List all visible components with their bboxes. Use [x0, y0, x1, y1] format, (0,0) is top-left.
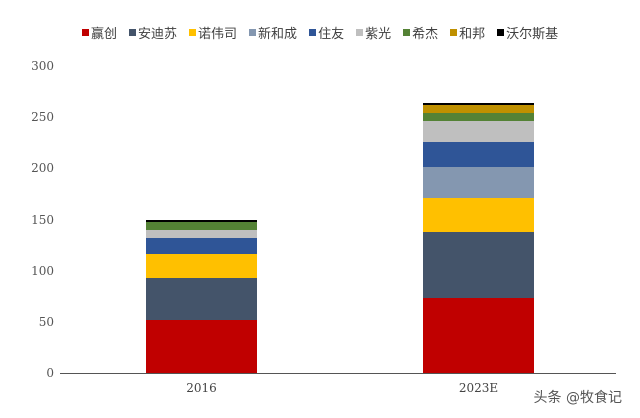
bar-2016 [146, 219, 257, 373]
legend-label: 希杰 [412, 26, 439, 42]
legend: 赢创 安迪苏 诺伟司 新和成 住友 紫光 希杰 和邦 沃尔斯基 [82, 23, 570, 42]
legend-item: 新和成 [249, 23, 297, 42]
legend-item: 住友 [309, 23, 344, 42]
bar-segment [423, 102, 534, 105]
y-tick-label: 250 [31, 110, 54, 125]
bar-segment [146, 237, 257, 255]
y-tick-label: 50 [38, 314, 54, 329]
legend-swatch-icon [356, 28, 364, 36]
y-tick-mark [60, 373, 64, 374]
legend-swatch-icon [403, 28, 411, 36]
x-label-2023e: 2023E [458, 381, 499, 395]
bar-2023e [423, 102, 534, 373]
legend-label: 诺伟司 [198, 26, 238, 42]
legend-item: 赢创 [82, 23, 117, 42]
bar-segment [423, 104, 534, 114]
legend-swatch-icon [309, 28, 317, 36]
legend-item: 沃尔斯基 [497, 23, 558, 42]
legend-item: 紫光 [356, 23, 391, 42]
bar-segment [423, 198, 534, 232]
x-label-2016: 2016 [186, 381, 217, 395]
y-tick-label: 0 [46, 366, 54, 380]
y-tick-label: 200 [31, 161, 54, 176]
bar-segment [146, 319, 257, 373]
bar-segment [423, 298, 534, 373]
legend-swatch-icon [82, 28, 89, 36]
bar-segment [146, 254, 257, 278]
legend-label: 住友 [318, 26, 345, 42]
legend-item: 诺伟司 [189, 23, 237, 42]
legend-label: 赢创 [91, 26, 118, 42]
legend-label: 新和成 [258, 26, 298, 42]
bar-segment [423, 167, 534, 199]
legend-item: 希杰 [403, 23, 438, 42]
legend-swatch-icon [129, 28, 137, 36]
bar-segment [423, 231, 534, 299]
bar-segment [146, 219, 257, 222]
bar-segment [423, 121, 534, 142]
bar-segment [146, 221, 257, 230]
bar-segment [423, 141, 534, 168]
legend-label: 紫光 [365, 26, 392, 42]
legend-swatch-icon [450, 28, 458, 36]
legend-label: 沃尔斯基 [506, 26, 559, 42]
legend-swatch-icon [497, 28, 505, 36]
x-axis-line [64, 373, 616, 374]
bar-segment [423, 113, 534, 122]
y-tick-label: 300 [31, 59, 54, 73]
y-tick-label: 100 [31, 263, 54, 278]
watermark: 头条 @牧食记 [533, 390, 622, 406]
legend-swatch-icon [189, 28, 197, 36]
bar-segment [146, 277, 257, 320]
legend-label: 和邦 [459, 26, 486, 42]
legend-label: 安迪苏 [138, 26, 178, 42]
legend-swatch-icon [249, 28, 257, 36]
legend-item: 安迪苏 [129, 23, 177, 42]
y-tick-label: 150 [31, 212, 54, 227]
bar-segment [146, 229, 257, 238]
legend-item: 和邦 [450, 23, 485, 42]
